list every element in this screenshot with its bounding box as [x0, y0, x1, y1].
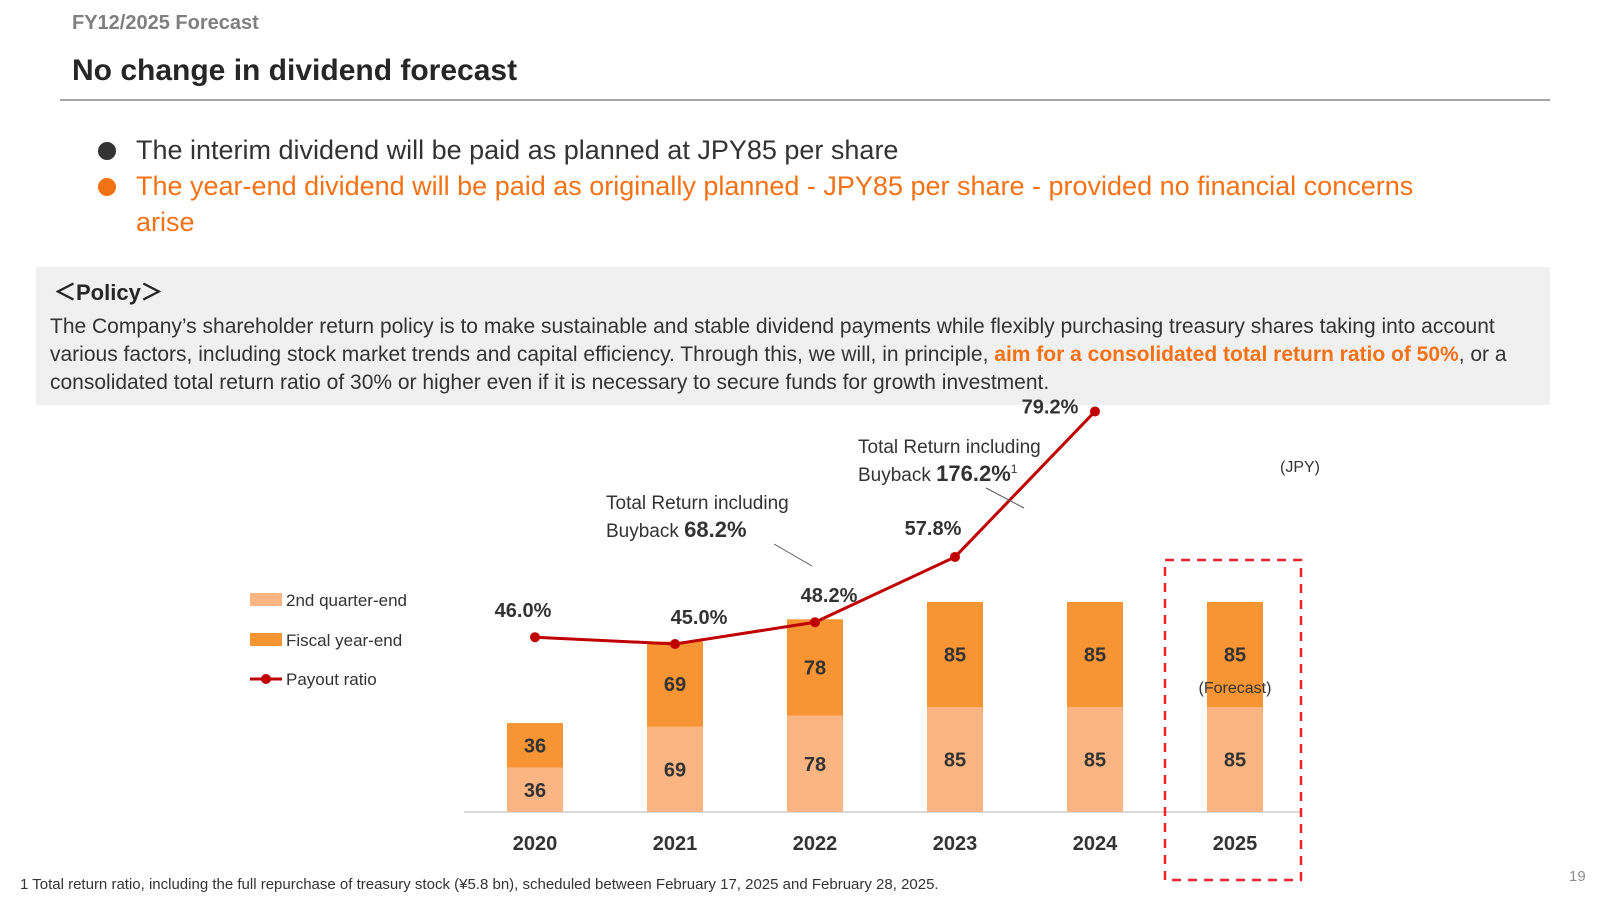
x-tick-label-2024: 2024: [1073, 833, 1118, 855]
bar-label-2nd-quarter-2021: 69: [664, 759, 686, 781]
x-tick-label-2022: 2022: [793, 833, 838, 855]
page-title: No change in dividend forecast: [72, 54, 518, 87]
bar-2nd-quarter-2022: [787, 715, 843, 812]
payout-ratio-label-2023: 57.8%: [905, 518, 962, 540]
policy-heading: ＜Policy＞: [54, 280, 163, 305]
annotation-superscript: 1: [1011, 462, 1018, 476]
bar-label-fiscal-year-2023: 85: [944, 645, 966, 667]
bar-label-2nd-quarter-2020: 36: [524, 780, 546, 802]
bar-fiscal-year-2020: [507, 723, 563, 768]
bar-2nd-quarter-2023: [927, 707, 983, 812]
bar-label-2nd-quarter-2025: 85: [1224, 750, 1246, 772]
bar-label-2nd-quarter-2024: 85: [1084, 750, 1106, 772]
legend-swatch-fiscal-year: [250, 633, 282, 646]
bar-label-fiscal-year-2025: 85: [1224, 645, 1246, 667]
bar-label-fiscal-year-2022: 78: [804, 657, 826, 679]
annotation-total-return-line1-1: Total Return including: [858, 437, 1041, 458]
policy-box: ＜Policy＞ The Company’s shareholder retur…: [36, 267, 1550, 405]
annotation-total-return-line2-1: Buyback 176.2%1: [858, 461, 1018, 486]
policy-text: The Company’s shareholder return policy …: [50, 313, 1550, 397]
annotation-value: 68.2%: [684, 517, 746, 542]
payout-ratio-point-2024: [1090, 406, 1100, 417]
section-kicker: FY12/2025 Forecast: [72, 12, 259, 34]
legend-marker-payout-ratio: [261, 674, 271, 684]
annotation-total-return-line1-0: Total Return including: [606, 493, 789, 514]
payout-ratio-label-2024: 79.2%: [1022, 396, 1079, 418]
payout-ratio-point-2020: [530, 632, 540, 643]
x-tick-label-2021: 2021: [653, 833, 698, 855]
annotation-total-return-line2-0: Buyback 68.2%: [606, 517, 747, 542]
annotation-value: 176.2%: [936, 461, 1011, 486]
bar-2nd-quarter-2025: [1207, 707, 1263, 812]
bar-2nd-quarter-2021: [647, 726, 703, 812]
payout-ratio-point-2023: [950, 551, 960, 562]
bar-label-2nd-quarter-2022: 78: [804, 754, 826, 776]
policy-highlight: aim for a consolidated total return rati…: [994, 343, 1459, 366]
bullet-item-year-end: The year-end dividend will be paid as or…: [98, 168, 1458, 240]
bar-fiscal-year-2023: [927, 602, 983, 707]
bar-label-2nd-quarter-2023: 85: [944, 750, 966, 772]
bar-fiscal-year-2024: [1067, 602, 1123, 707]
payout-ratio-label-2021: 45.0%: [671, 607, 728, 629]
bar-label-fiscal-year-2021: 69: [664, 674, 686, 696]
x-tick-label-2025: 2025: [1213, 833, 1258, 855]
forecast-label: (Forecast): [1199, 680, 1272, 697]
x-tick-label-2020: 2020: [513, 833, 558, 855]
x-tick-label-2023: 2023: [933, 833, 978, 855]
bullet-text: The year-end dividend will be paid as or…: [136, 171, 1414, 237]
bar-label-fiscal-year-2024: 85: [1084, 645, 1106, 667]
annotation-leader-line-1: [985, 487, 1025, 509]
bar-fiscal-year-2021: [647, 641, 703, 727]
footnote: 1 Total return ratio, including the full…: [20, 876, 939, 893]
bullet-list: The interim dividend will be paid as pla…: [98, 132, 1458, 240]
bar-2nd-quarter-2024: [1067, 707, 1123, 812]
bullet-dot-icon: [98, 178, 116, 196]
policy-text-start: The Company’s shareholder return policy …: [50, 315, 1495, 366]
legend-swatch-2nd-quarter: [250, 593, 282, 606]
page-number: 19: [1569, 868, 1586, 885]
bullet-text: The interim dividend will be paid as pla…: [136, 135, 899, 165]
bar-label-fiscal-year-2020: 36: [524, 735, 546, 757]
payout-ratio-label-2020: 46.0%: [495, 600, 552, 622]
payout-ratio-point-2022: [810, 617, 820, 628]
title-divider: [60, 99, 1550, 101]
bar-fiscal-year-2025: [1207, 602, 1263, 707]
legend-label-payout-ratio: Payout ratio: [286, 670, 377, 689]
forecast-highlight-box: [1163, 558, 1303, 882]
unit-label: (JPY): [1280, 459, 1320, 476]
legend-label-fiscal-year: Fiscal year-end: [286, 631, 402, 650]
payout-ratio-label-2022: 48.2%: [801, 585, 858, 607]
annotation-prefix: Buyback: [858, 465, 936, 486]
annotation-leader-line-0: [773, 543, 813, 567]
policy-text-end: , or a consolidated total return ratio o…: [50, 343, 1507, 394]
annotation-prefix: Buyback: [606, 521, 684, 542]
bullet-item-interim: The interim dividend will be paid as pla…: [98, 132, 1458, 168]
bar-2nd-quarter-2020: [507, 767, 563, 812]
bar-fiscal-year-2022: [787, 619, 843, 716]
payout-ratio-point-2021: [670, 639, 680, 649]
bullet-dot-icon: [98, 142, 116, 160]
legend-label-2nd-quarter: 2nd quarter-end: [286, 591, 407, 610]
